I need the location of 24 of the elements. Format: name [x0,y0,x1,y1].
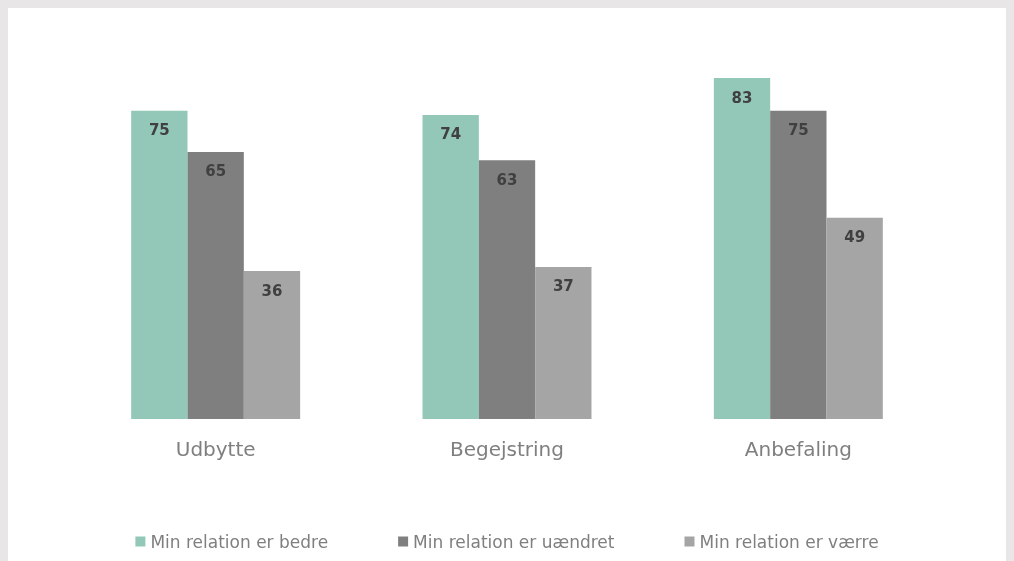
data-label: 36 [261,281,283,300]
x-tick-label: Begejstring [450,437,564,461]
data-label: 74 [440,125,462,144]
legend-label: Min relation er værre [699,531,879,552]
bar [826,217,883,419]
data-label: 75 [148,121,170,140]
legend-label: Min relation er uændret [413,531,615,552]
bar [187,151,244,419]
data-label: 65 [205,162,227,181]
data-label: 63 [496,170,518,189]
bar [770,110,827,419]
bar [422,114,479,419]
bar [713,78,771,419]
data-label: 83 [731,88,753,107]
bar [535,266,592,419]
x-tick-label: Udbytte [175,437,256,461]
legend-label: Min relation er bedre [150,531,329,552]
bar [243,271,301,419]
data-label: 49 [844,228,866,247]
bar [131,110,188,419]
data-label: 37 [552,277,574,296]
x-tick-label: Anbefaling [744,437,852,461]
bar [478,160,536,419]
data-label: 75 [787,121,809,140]
